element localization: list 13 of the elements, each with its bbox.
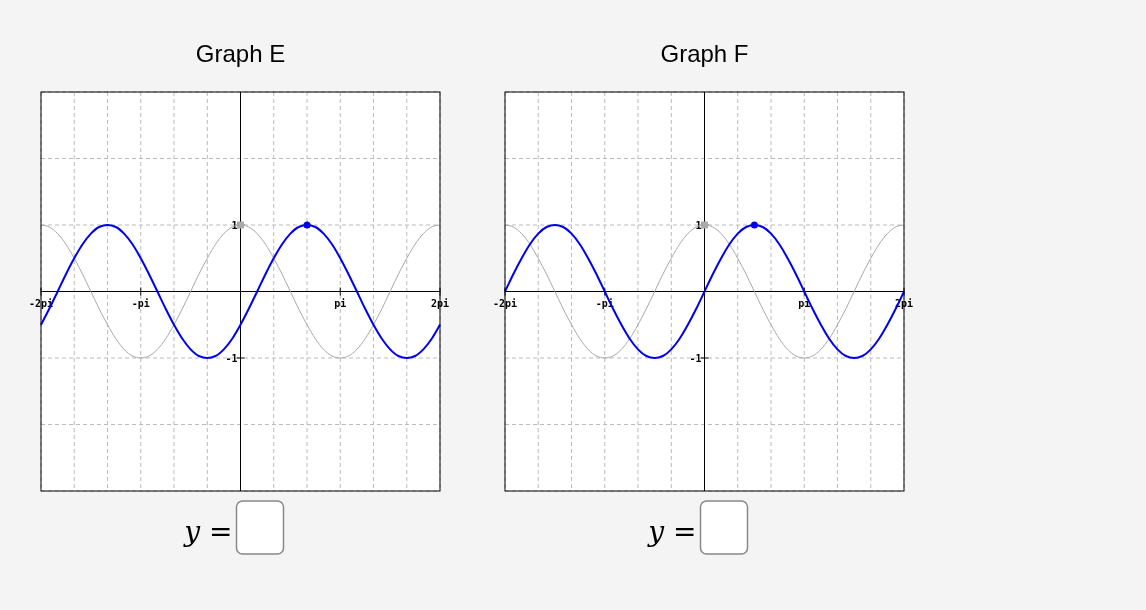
y-tick-label: -1	[225, 353, 238, 364]
y-tick-label: -1	[689, 353, 702, 364]
chart-title: Graph E	[195, 40, 286, 67]
chart-title: Graph F	[660, 40, 749, 67]
x-tick-label: pi	[798, 297, 811, 309]
text: y =	[646, 515, 697, 548]
y-tick-label: 1	[695, 220, 702, 231]
x-tick-label: -pi	[131, 297, 150, 309]
x-tick-label: 2pi	[430, 297, 450, 309]
text: y =	[182, 515, 233, 548]
y-tick-label: 1	[231, 220, 238, 231]
x-tick-label: -2pi	[492, 297, 518, 309]
x-tick-label: pi	[334, 297, 347, 309]
